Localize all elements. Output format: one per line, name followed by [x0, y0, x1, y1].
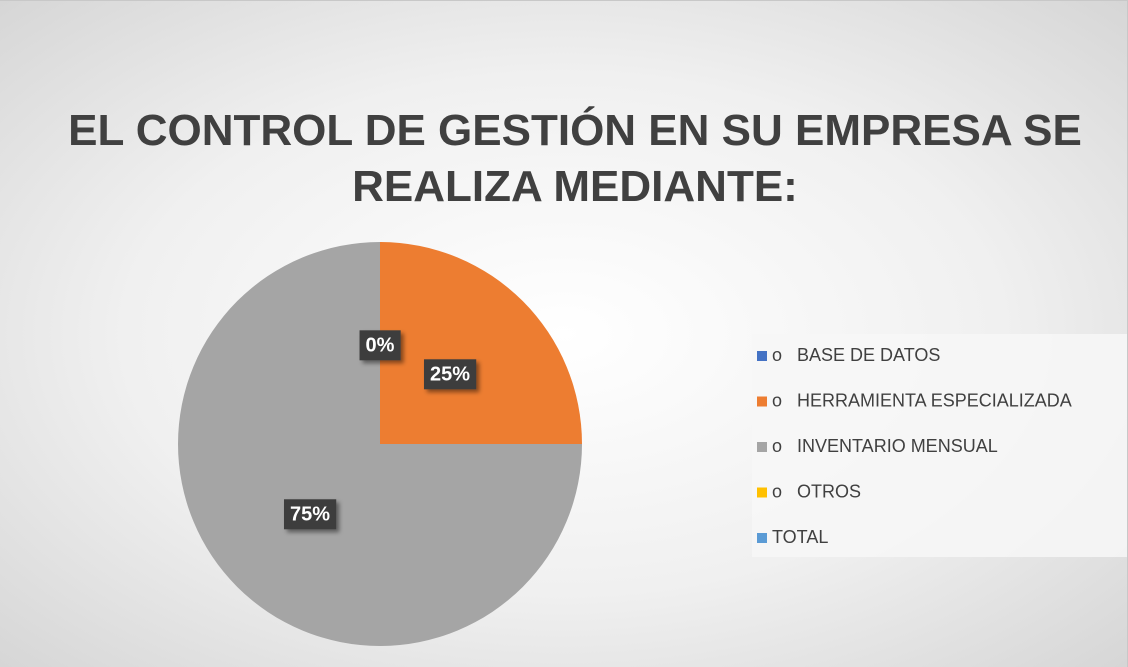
legend-label: o HERRAMIENTA ESPECIALIZADA	[772, 390, 1072, 410]
data-label: 25%	[430, 363, 470, 385]
legend-label: o INVENTARIO MENSUAL	[772, 436, 998, 456]
legend-label: o BASE DE DATOS	[772, 345, 940, 365]
legend-marker	[757, 351, 767, 361]
pie-slice	[178, 242, 582, 646]
legend-marker	[757, 487, 767, 498]
legend-marker	[757, 533, 767, 543]
chart-title: EL CONTROL DE GESTIÓN EN SU EMPRESA SE R…	[68, 106, 1082, 211]
data-label: 75%	[290, 503, 330, 525]
legend-marker	[757, 442, 767, 452]
data-label: 0%	[366, 334, 395, 356]
legend-box	[752, 334, 1127, 557]
legend-marker	[757, 396, 767, 407]
data-label-box	[423, 359, 477, 390]
data-label-box	[283, 499, 337, 530]
data-label-box	[359, 330, 401, 361]
legend-label: TOTAL	[772, 527, 828, 547]
pie-slice	[380, 242, 582, 444]
legend-label: o OTROS	[772, 481, 861, 501]
